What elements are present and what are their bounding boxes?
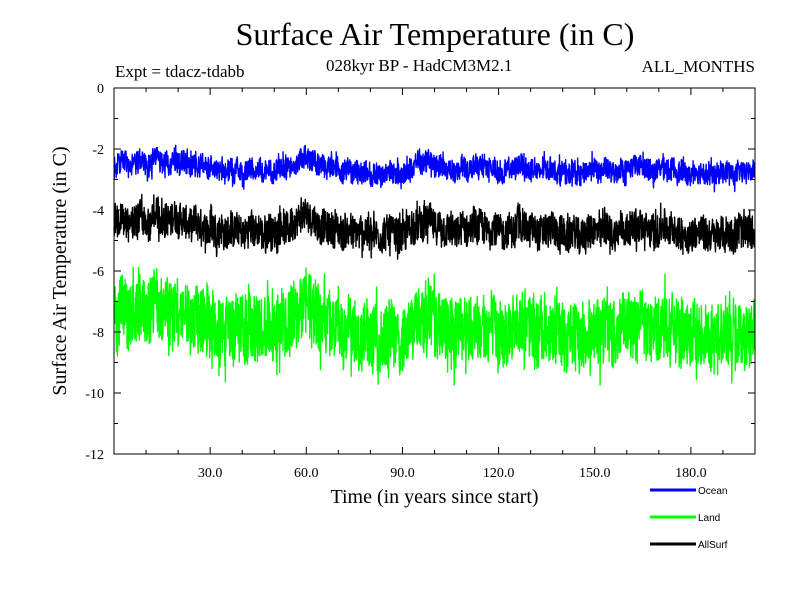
legend-label-land: Land [698,513,720,524]
chart-subtitle: 028kyr BP - HadCM3M2.1 [326,56,513,75]
y-tick-label: -12 [85,448,104,463]
y-axis-label: Surface Air Temperature (in C) [49,146,71,395]
y-tick-label: 0 [97,82,104,97]
x-tick-label: 90.0 [390,466,415,481]
y-tick-label: -4 [92,204,104,219]
series-line-ocean [113,144,756,193]
chart-title: Surface Air Temperature (in C) [235,16,635,52]
x-tick-label: 180.0 [675,466,707,481]
x-axis-label: Time (in years since start) [330,486,538,508]
legend-label-ocean: Ocean [698,486,727,497]
series-line-allsurf [113,193,756,260]
ticks-layer: 30.0 60.0 90.0 120.0 150.0 180.0 0 -2 -4 -6 -8 -10 -… [85,82,755,481]
x-tick-label: 150.0 [579,466,611,481]
x-tick-label: 60.0 [294,466,319,481]
series-line-land [113,266,756,386]
plot-frame [113,87,756,455]
y-tick-label: -6 [92,265,104,280]
experiment-label: Expt = tdacz-tdabb [115,62,245,81]
x-tick-label: 30.0 [198,466,223,481]
x-tick-label: 120.0 [483,466,515,481]
y-tick-label: -2 [92,143,104,158]
legend: Ocean Land AllSurf [650,486,728,551]
legend-label-allsurf: AllSurf [698,540,728,551]
series-layer [113,144,756,386]
y-tick-label: -8 [92,326,104,341]
months-label: ALL_MONTHS [641,57,755,76]
y-tick-label: -10 [85,387,104,402]
